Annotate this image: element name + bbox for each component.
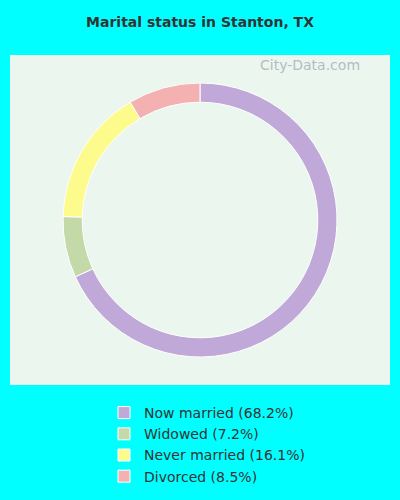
svg-text:Now married (68.2%): Now married (68.2%) [144, 405, 294, 421]
svg-text:Widowed (7.2%): Widowed (7.2%) [144, 426, 259, 442]
svg-text:Marital status in Stanton, TX: Marital status in Stanton, TX [86, 14, 314, 30]
svg-text:City-Data.com: City-Data.com [260, 57, 360, 73]
svg-text:Never married (16.1%): Never married (16.1%) [144, 447, 305, 463]
svg-text:Divorced (8.5%): Divorced (8.5%) [144, 469, 257, 485]
